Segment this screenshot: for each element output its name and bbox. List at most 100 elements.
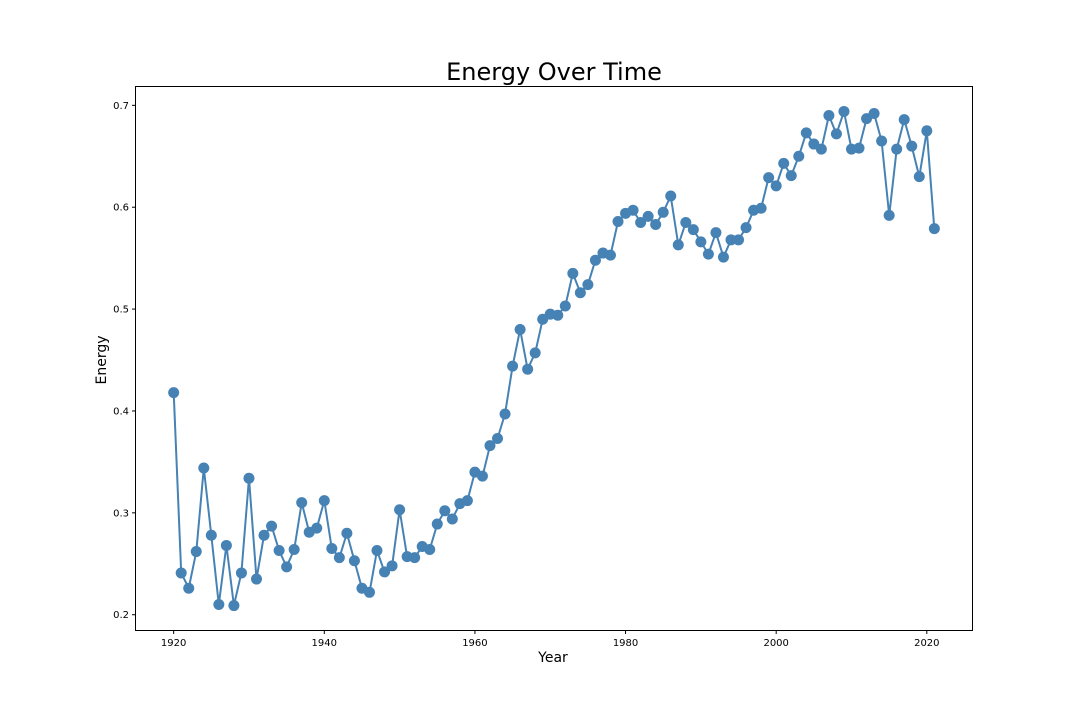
data-point: [168, 387, 180, 399]
data-point: [702, 248, 714, 260]
data-point: [559, 300, 571, 312]
data-point: [499, 408, 511, 420]
data-point: [582, 279, 594, 291]
data-point: [687, 224, 699, 236]
data-point: [266, 520, 278, 532]
data-point: [439, 505, 451, 517]
data-point: [665, 190, 677, 202]
data-point: [552, 309, 564, 321]
y-axis-label: Energy: [94, 335, 110, 384]
data-point: [778, 157, 790, 169]
x-axis: 1920 1940 1960 1980 2000 2020: [161, 630, 940, 649]
data-point: [891, 143, 903, 155]
data-point: [258, 529, 270, 541]
series-line: [172, 107, 936, 606]
data-point: [243, 472, 255, 484]
data-point: [220, 539, 232, 551]
data-point: [793, 150, 805, 162]
data-point: [589, 254, 601, 266]
data-point: [823, 110, 835, 122]
data-point: [281, 561, 293, 573]
data-point: [348, 555, 360, 567]
x-tick-label: 1940: [312, 638, 337, 649]
data-point: [680, 216, 692, 228]
data-point: [604, 249, 616, 261]
x-tick-label: 1920: [161, 638, 186, 649]
data-point: [409, 552, 421, 564]
x-tick-label: 1980: [613, 638, 638, 649]
data-point: [574, 287, 586, 299]
data-point: [424, 544, 436, 556]
data-point: [379, 566, 391, 578]
data-point: [928, 223, 940, 235]
data-point: [725, 234, 737, 246]
data-point: [476, 470, 488, 482]
y-tick-label: 0.2: [113, 610, 129, 621]
data-point: [341, 527, 353, 539]
data-point: [492, 432, 504, 444]
data-point: [642, 210, 654, 222]
data-point: [921, 125, 933, 137]
data-point: [763, 172, 775, 184]
data-point: [363, 586, 375, 598]
y-tick-label: 0.4: [113, 406, 129, 417]
data-point: [657, 206, 669, 218]
data-point: [198, 462, 210, 474]
data-point: [627, 204, 639, 216]
data-point: [461, 495, 473, 507]
x-tick-label: 1960: [462, 638, 487, 649]
data-point: [326, 542, 338, 554]
data-point: [876, 135, 888, 147]
data-point: [740, 222, 752, 234]
data-point: [235, 567, 247, 579]
data-point: [913, 171, 925, 183]
data-point: [484, 440, 496, 452]
data-point: [190, 546, 202, 558]
data-point: [514, 323, 526, 335]
data-point: [612, 215, 624, 227]
x-axis-label: Year: [537, 650, 568, 666]
data-point: [251, 573, 263, 585]
y-tick-label: 0.6: [113, 203, 129, 214]
plot-frame: [135, 86, 973, 631]
data-point: [770, 180, 782, 192]
data-point: [710, 227, 722, 239]
data-point: [785, 170, 797, 182]
y-tick-label: 0.5: [113, 305, 129, 316]
data-point: [522, 363, 534, 375]
data-point: [228, 600, 240, 612]
data-point: [311, 522, 323, 534]
data-point: [431, 518, 443, 530]
data-point: [906, 140, 918, 152]
data-point: [567, 267, 579, 279]
data-point: [800, 127, 812, 139]
chart-title: Energy Over Time: [446, 58, 662, 86]
data-point: [898, 114, 910, 126]
data-point: [838, 105, 850, 117]
data-point: [205, 529, 217, 541]
data-point: [183, 582, 195, 594]
data-point: [371, 545, 383, 557]
data-point: [446, 513, 458, 525]
data-point: [815, 143, 827, 155]
data-point: [333, 552, 345, 564]
y-tick-label: 0.3: [113, 508, 129, 519]
data-point: [273, 545, 285, 557]
data-point: [755, 202, 767, 214]
data-point: [175, 567, 187, 579]
data-point: [853, 142, 865, 154]
data-point: [672, 239, 684, 251]
data-point: [733, 234, 745, 246]
data-point: [883, 209, 895, 221]
data-point: [695, 236, 707, 248]
data-series: [168, 105, 940, 612]
x-tick-label: 2020: [914, 638, 939, 649]
data-point: [394, 504, 406, 516]
data-point: [296, 497, 308, 509]
data-point: [213, 599, 225, 611]
y-tick-label: 0.7: [113, 101, 129, 112]
data-point: [650, 219, 662, 231]
data-point: [386, 560, 398, 572]
data-point: [529, 347, 541, 359]
